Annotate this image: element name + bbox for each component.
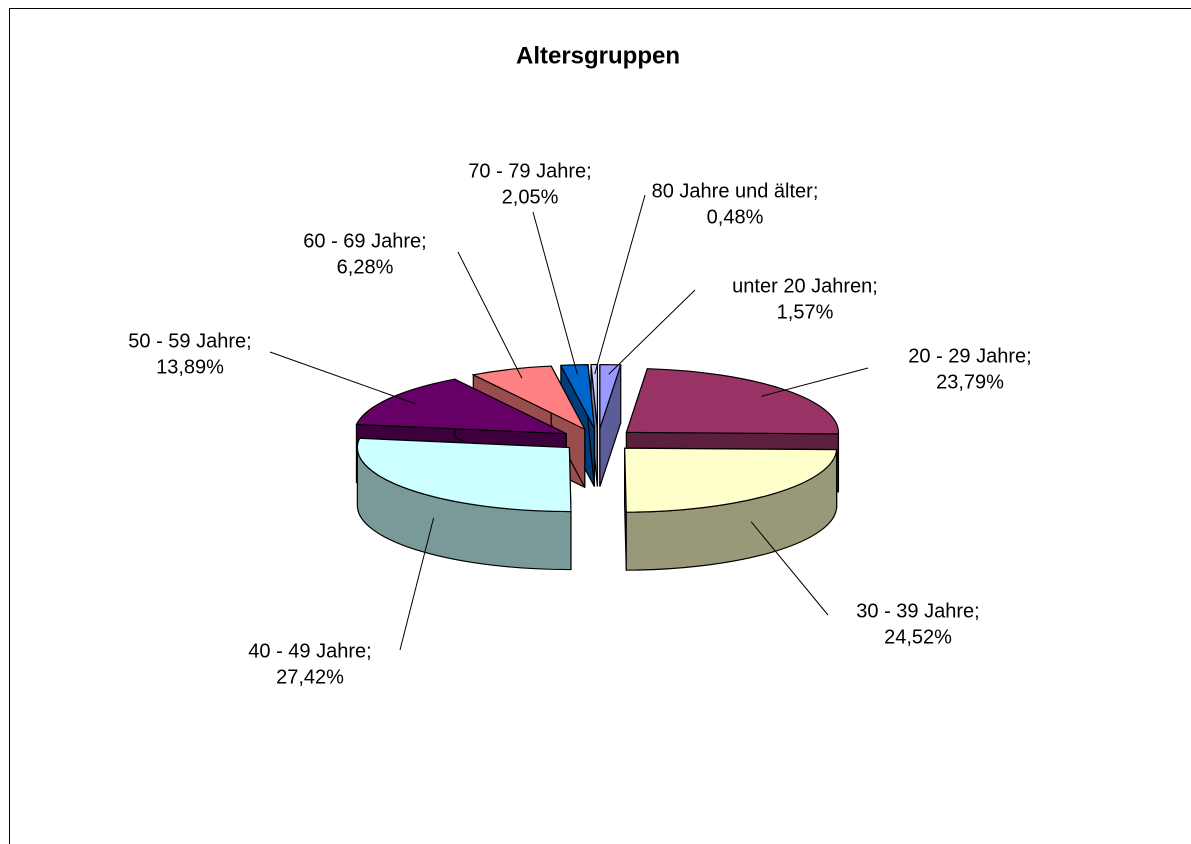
data-label-value: 23,79% [936, 371, 1004, 393]
pie-slice [625, 368, 840, 435]
chart-title: Altersgruppen [516, 42, 680, 69]
data-label-value: 2,05% [502, 186, 559, 208]
data-label-name: 70 - 79 Jahre; [468, 160, 591, 182]
data-label-name: 40 - 49 Jahre; [248, 640, 371, 662]
pie-slice [356, 437, 572, 513]
leader-line [532, 211, 578, 375]
leader-line [750, 521, 829, 616]
data-label-value: 0,48% [707, 206, 764, 228]
data-label-value: 27,42% [276, 666, 344, 688]
data-label-name: unter 20 Jahren; [732, 275, 878, 297]
data-label-value: 1,57% [777, 301, 834, 323]
data-label-name: 80 Jahre und älter; [652, 180, 819, 202]
data-label-name: 20 - 29 Jahre; [908, 345, 1031, 367]
pie-slice [471, 365, 587, 431]
leader-line [761, 367, 869, 397]
pie-slice [624, 447, 838, 513]
leader-line [594, 194, 646, 375]
data-label-value: 6,28% [337, 256, 394, 278]
pie-slice [355, 378, 567, 435]
data-label-value: 24,52% [884, 626, 952, 648]
leader-line [608, 289, 696, 375]
leader-line [457, 251, 523, 379]
data-label-name: 60 - 69 Jahre; [303, 230, 426, 252]
data-label-name: 50 - 59 Jahre; [128, 330, 251, 352]
leader-line [269, 351, 416, 405]
leader-line [399, 517, 434, 651]
data-label-value: 13,89% [156, 356, 224, 378]
chart-border [9, 8, 1191, 844]
pie-slice [599, 363, 622, 429]
data-label-name: 30 - 39 Jahre; [856, 600, 979, 622]
